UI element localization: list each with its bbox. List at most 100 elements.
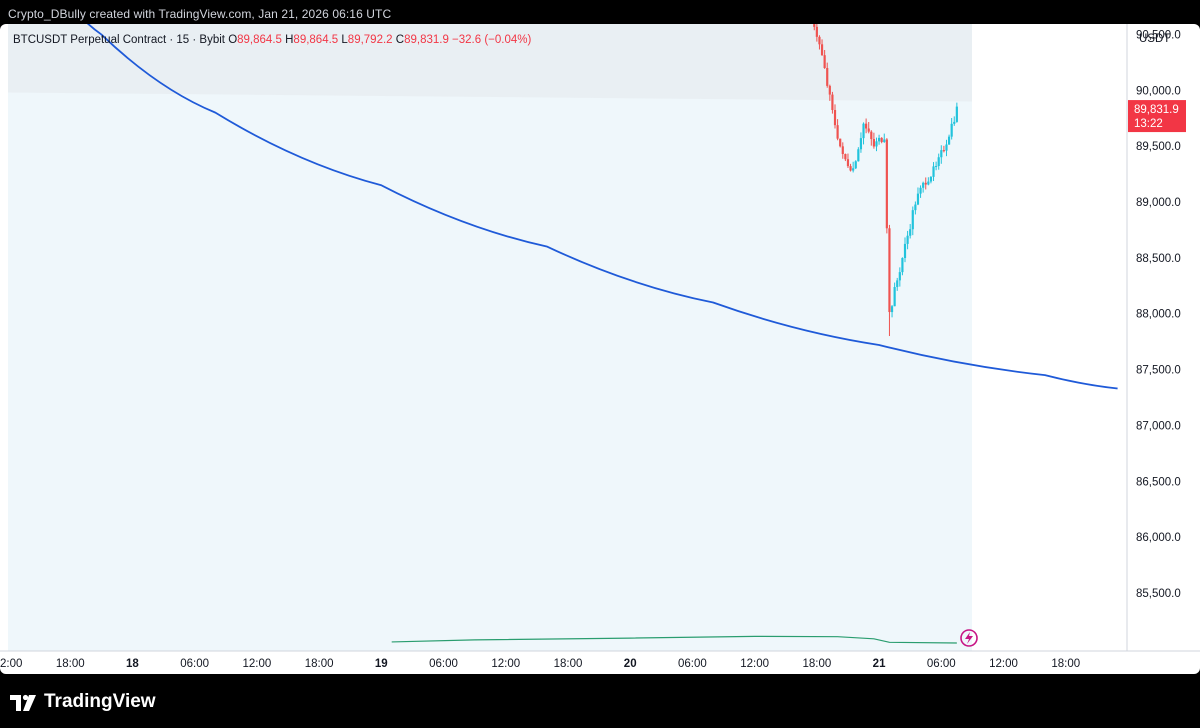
candle-body	[955, 106, 958, 122]
currency-label: USDT	[1139, 33, 1170, 45]
footer-brand[interactable]: TradingView	[10, 690, 156, 714]
legend-l-label: L	[341, 34, 348, 46]
time-tick-label: 12:00	[740, 658, 769, 670]
time-tick-label: 18:00	[56, 658, 85, 670]
candle-body	[937, 157, 940, 166]
candle-body	[836, 125, 839, 139]
candle-body	[833, 109, 837, 126]
candle-body	[914, 204, 917, 211]
candle-body	[828, 85, 831, 95]
price-tick-label: 86,500.0	[1136, 476, 1181, 488]
candle-body	[950, 123, 953, 137]
candle-body	[852, 168, 855, 171]
candle-body	[839, 138, 842, 147]
price-tick-label: 90,000.0	[1136, 85, 1181, 97]
candle-body	[818, 36, 821, 45]
time-tick-label: 06:00	[180, 658, 209, 670]
candle-body	[859, 138, 863, 150]
price-tick-label: 89,000.0	[1136, 197, 1181, 209]
candle-body	[875, 141, 878, 147]
legend-c-label: C	[396, 34, 404, 46]
candle-body	[919, 187, 922, 194]
candle-body	[903, 243, 907, 259]
price-tick-label: 87,000.0	[1136, 420, 1181, 432]
time-tick-label: 18:00	[305, 658, 334, 670]
legend-symbol: BTCUSDT Perpetual Contract · 15 · Bybit	[13, 34, 226, 46]
candle-body	[865, 123, 868, 129]
price-tag-countdown: 13:22	[1134, 118, 1163, 130]
candle-body	[846, 159, 850, 167]
candle-body	[893, 287, 896, 307]
candle-body	[953, 121, 956, 124]
legend-c-value: 89,831.9	[404, 34, 449, 46]
top-caption: Crypto_DBully created with TradingView.c…	[8, 7, 392, 21]
time-tick-label: 18:00	[802, 658, 831, 670]
legend-l-value: 89,792.2	[348, 34, 393, 46]
footer-brand-label: TradingView	[44, 691, 156, 712]
time-tick-label: 12:00	[989, 658, 1018, 670]
volume-line	[391, 635, 957, 644]
price-tick-label: 88,500.0	[1136, 253, 1181, 265]
time-tick-label: 20	[624, 658, 637, 670]
time-tick-label: 18:00	[1051, 658, 1080, 670]
price-tick-label: 88,000.0	[1136, 309, 1181, 321]
candle-body	[916, 193, 920, 205]
candle-body	[862, 123, 865, 139]
candle-body	[831, 94, 834, 110]
chart-canvas[interactable]: 85,500.0 86,000.0 86,500.0 87,000.0 87,500.0…	[0, 24, 1200, 674]
candle-body	[815, 26, 818, 37]
time-tick-label: 12:00	[491, 658, 520, 670]
legend-o-value: 89,864.5	[237, 34, 282, 46]
legend-change: −32.6 (−0.04%)	[452, 34, 531, 46]
candle-body	[945, 144, 948, 151]
lightning-icon[interactable]	[960, 629, 978, 647]
candle-body	[820, 44, 824, 56]
candle-body	[823, 55, 826, 69]
candle-body	[890, 306, 894, 313]
chart-frame[interactable]: 85,500.0 86,000.0 86,500.0 87,000.0 87,500.0…	[0, 24, 1200, 674]
candle-body	[896, 280, 899, 288]
candle-body	[844, 154, 847, 160]
time-tick-label: 21	[873, 658, 886, 670]
candle-body	[927, 181, 930, 185]
candle-body	[854, 161, 857, 169]
candle-body	[867, 128, 870, 132]
curve-line[interactable]	[18, 24, 1118, 390]
time-tick-label: 19	[375, 658, 388, 670]
price-tick-label: 85,500.0	[1136, 588, 1181, 600]
legend-o-label: O	[228, 34, 237, 46]
candle-body	[922, 182, 925, 188]
price-tick-label: 86,000.0	[1136, 532, 1181, 544]
time-tick-label: 12:00	[0, 658, 22, 670]
candle-body	[813, 24, 816, 27]
candle-body	[909, 229, 912, 236]
candle-body	[826, 68, 829, 86]
candle-body	[940, 150, 943, 158]
candle-body	[935, 165, 938, 167]
time-tick-label: 18	[126, 658, 139, 670]
time-tick-label: 06:00	[927, 658, 956, 670]
candle-body	[877, 137, 881, 142]
time-tick-label: 18:00	[554, 658, 583, 670]
price-tag-value: 89,831.9	[1134, 104, 1179, 116]
candle-body	[932, 166, 935, 177]
legend-h-value: 89,864.5	[293, 34, 338, 46]
candle-body	[901, 258, 904, 273]
candle-body	[872, 139, 875, 147]
candle-body	[911, 210, 914, 230]
candle-body	[857, 149, 860, 162]
candle-body	[885, 139, 888, 229]
shaded-zone	[8, 24, 972, 102]
candle-body	[880, 137, 883, 143]
time-tick-label: 12:00	[242, 658, 271, 670]
tradingview-logo-icon	[10, 694, 36, 711]
candle-body	[947, 136, 951, 145]
candle-body	[906, 235, 909, 244]
candle-body	[929, 176, 933, 182]
plot-area-future	[972, 24, 1127, 651]
candle-body	[870, 131, 873, 140]
candle-body	[924, 182, 927, 185]
candle-body	[942, 150, 945, 152]
plot-area-shaded	[8, 24, 972, 651]
price-tick-label: 87,500.0	[1136, 365, 1181, 377]
